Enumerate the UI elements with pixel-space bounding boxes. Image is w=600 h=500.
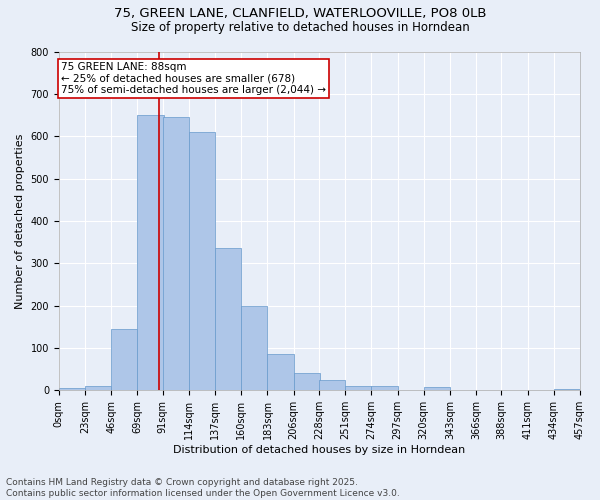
Bar — [59, 388, 85, 390]
Bar — [345, 386, 371, 390]
Bar — [371, 386, 398, 390]
Bar — [554, 389, 580, 390]
X-axis label: Distribution of detached houses by size in Horndean: Distribution of detached houses by size … — [173, 445, 466, 455]
Y-axis label: Number of detached properties: Number of detached properties — [15, 133, 25, 308]
Bar — [319, 380, 345, 390]
Bar — [215, 248, 241, 390]
Bar — [137, 115, 164, 390]
Bar — [424, 388, 450, 390]
Text: Size of property relative to detached houses in Horndean: Size of property relative to detached ho… — [131, 21, 469, 34]
Bar — [85, 386, 111, 390]
Bar — [268, 354, 294, 390]
Text: 75 GREEN LANE: 88sqm
← 25% of detached houses are smaller (678)
75% of semi-deta: 75 GREEN LANE: 88sqm ← 25% of detached h… — [61, 62, 326, 96]
Bar — [111, 329, 137, 390]
Text: Contains HM Land Registry data © Crown copyright and database right 2025.
Contai: Contains HM Land Registry data © Crown c… — [6, 478, 400, 498]
Bar — [294, 374, 320, 390]
Text: 75, GREEN LANE, CLANFIELD, WATERLOOVILLE, PO8 0LB: 75, GREEN LANE, CLANFIELD, WATERLOOVILLE… — [114, 8, 486, 20]
Bar — [189, 132, 215, 390]
Bar — [241, 306, 268, 390]
Bar — [163, 117, 189, 390]
